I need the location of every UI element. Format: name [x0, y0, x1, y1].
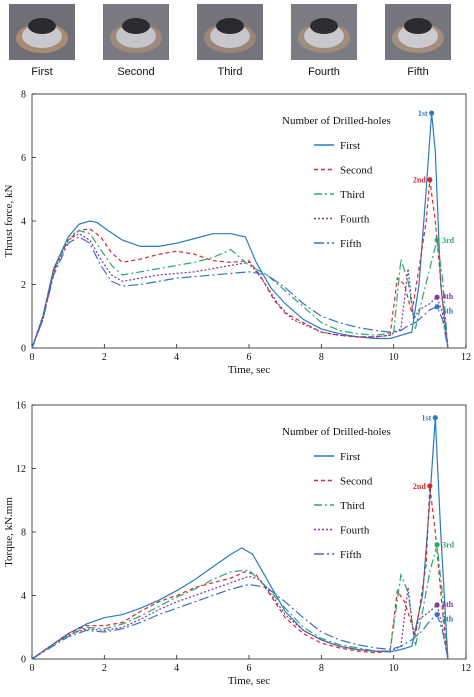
x-tick-label: 10 — [389, 352, 399, 363]
photo-label-second: Second — [117, 66, 155, 78]
series-line-second — [31, 179, 449, 349]
y-tick-label: 6 — [21, 153, 26, 164]
x-axis-label: Time, sec — [228, 364, 270, 376]
peak-label-2nd: 2nd — [413, 176, 426, 185]
y-tick-label: 2 — [21, 280, 26, 291]
peak-marker-5th — [434, 304, 440, 310]
x-tick-label: 8 — [319, 352, 324, 363]
legend-entry-fifth: Fifth — [340, 549, 362, 561]
legend-entry-third: Third — [340, 500, 365, 512]
x-tick-label: 0 — [30, 663, 35, 674]
peak-label-1st: 1st — [421, 414, 431, 423]
y-axis-label: Thrust force, kN — [3, 184, 15, 257]
photo-label-fourth: Fourth — [308, 66, 340, 78]
peak-marker-3rd — [434, 237, 440, 243]
drilled-hole-photo-third — [197, 4, 263, 60]
legend-title: Number of Drilled-holes — [282, 426, 391, 438]
photo-label-first: First — [31, 66, 53, 78]
series-line-fourth — [31, 233, 449, 349]
plot-frame — [31, 93, 467, 349]
series-line-fifth — [31, 236, 449, 349]
torque-chart: 0 2 4 6 8 10 12 0 4 8 12 16 Time, sec Torque, kN.mm 1s… — [3, 401, 471, 688]
series-line-first — [31, 112, 449, 349]
legend-entry-second: Second — [340, 476, 373, 488]
photo-label-fifth: Fifth — [407, 66, 429, 78]
series-line-fourth — [31, 575, 449, 660]
series-line-third — [31, 229, 449, 349]
x-tick-label: 10 — [389, 663, 399, 674]
y-tick-label: 12 — [16, 464, 26, 475]
y-tick-label: 4 — [21, 217, 26, 228]
legend-entry-fourth: Fourth — [340, 525, 370, 537]
x-tick-label: 6 — [247, 352, 252, 363]
y-tick-label: 8 — [21, 90, 26, 101]
series-line-first — [31, 417, 449, 660]
x-tick-label: 2 — [102, 352, 107, 363]
plot-frame — [31, 404, 467, 660]
x-tick-label: 8 — [319, 663, 324, 674]
drilled-hole-photo-fourth — [291, 4, 357, 60]
legend-entry-second: Second — [340, 165, 373, 177]
peak-label-5th: 5th — [442, 615, 454, 624]
drilled-hole-photo-fifth — [385, 4, 451, 60]
peak-label-2nd: 2nd — [413, 482, 426, 491]
drilled-hole-photo-first — [9, 4, 75, 60]
peak-marker-4th — [434, 602, 440, 608]
peak-marker-1st — [432, 415, 438, 421]
peak-marker-3rd — [434, 542, 440, 548]
peak-label-3rd: 3rd — [442, 236, 455, 245]
peak-label-1st: 1st — [418, 109, 428, 118]
x-tick-label: 0 — [30, 352, 35, 363]
legend-entry-third: Third — [340, 189, 365, 201]
drilled-hole-photo-strip: First Second Third Fourth Fifth — [0, 0, 474, 88]
y-tick-label: 0 — [21, 344, 26, 355]
legend-entry-first: First — [340, 140, 360, 152]
drilled-hole-photo-second — [103, 4, 169, 60]
x-tick-label: 4 — [174, 663, 179, 674]
legend-entry-first: First — [340, 451, 360, 463]
peak-marker-2nd — [427, 177, 433, 183]
y-tick-label: 4 — [21, 591, 26, 602]
peak-label-4th: 4th — [442, 292, 454, 301]
x-tick-label: 4 — [174, 352, 179, 363]
y-tick-label: 8 — [21, 528, 26, 539]
legend-entry-fourth: Fourth — [340, 214, 370, 226]
x-tick-label: 12 — [461, 663, 471, 674]
peak-marker-5th — [434, 611, 440, 618]
y-tick-label: 16 — [16, 401, 26, 412]
photo-label-third: Third — [217, 66, 243, 78]
peak-marker-1st — [429, 110, 435, 116]
x-axis-label: Time, sec — [228, 675, 270, 687]
peak-marker-2nd — [427, 483, 433, 489]
series-line-fifth — [31, 583, 449, 660]
peak-label-5th: 5th — [442, 307, 454, 316]
peak-label-4th: 4th — [442, 600, 454, 609]
y-axis-label: Torque, kN.mm — [3, 497, 15, 567]
y-tick-label: 0 — [21, 655, 26, 666]
series-line-third — [31, 544, 449, 660]
peak-marker-4th — [434, 294, 440, 300]
x-tick-label: 6 — [247, 663, 252, 674]
series-line-second — [31, 485, 449, 660]
legend-entry-fifth: Fifth — [340, 238, 362, 250]
peak-label-3rd: 3rd — [442, 541, 455, 550]
legend-title: Number of Drilled-holes — [282, 115, 391, 127]
x-tick-label: 2 — [102, 663, 107, 674]
thrust-force-chart: 0 2 4 6 8 10 12 0 2 4 6 8 Time, sec Thrust force, kN 1… — [3, 90, 471, 377]
x-tick-label: 12 — [461, 352, 471, 363]
